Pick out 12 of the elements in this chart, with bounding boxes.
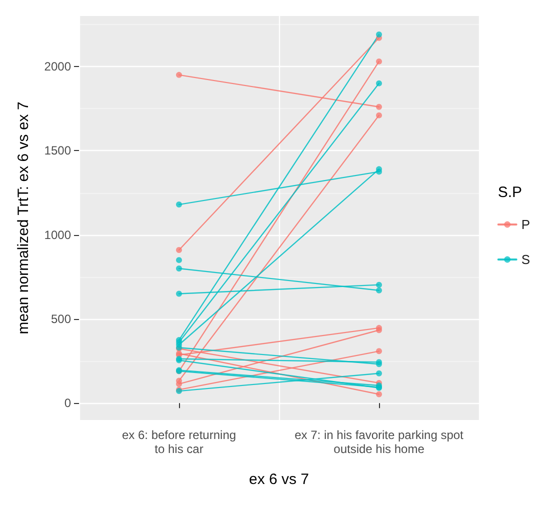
- y-axis-title: mean normalized TrtT: ex 6 vs ex 7: [15, 102, 32, 334]
- y-tick-label: 0: [64, 396, 72, 410]
- y-tick-label: 1500: [44, 144, 72, 158]
- y-tick-label: 2000: [44, 60, 72, 74]
- legend-title: S.P: [498, 184, 522, 201]
- x-axis-title: ex 6 vs 7: [248, 471, 310, 488]
- legend-label: S: [521, 252, 530, 267]
- x-tick-label: ex 7: in his favorite parking spot outside his home: [294, 428, 464, 456]
- y-tick-label: 500: [50, 312, 72, 326]
- y-tick-label: 1000: [44, 228, 72, 242]
- x-tick-label: ex 6: before returning to his car: [122, 428, 236, 456]
- legend-label: P: [521, 217, 530, 232]
